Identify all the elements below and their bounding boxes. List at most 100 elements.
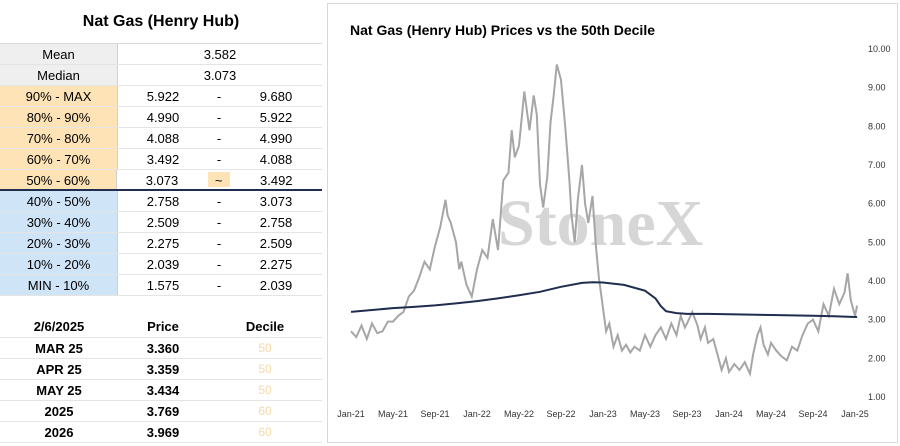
y-tick-label: 9.00 bbox=[868, 83, 886, 93]
contract-label: 2026 bbox=[44, 425, 74, 440]
y-tick-label: 8.00 bbox=[868, 121, 886, 131]
decile-low: 4.088 bbox=[146, 131, 180, 146]
decile-row: 20% - 30% 2.275 - 2.509 bbox=[0, 233, 322, 254]
decile-low: 3.492 bbox=[146, 152, 180, 167]
x-tick-label: Sep-23 bbox=[672, 409, 701, 419]
decile-high: 3.073 bbox=[259, 194, 293, 209]
chart-canvas: StoneX Jan-21 May-21 Sep-21 Jan-22 May-22 Sep… bbox=[337, 44, 890, 419]
median-label: Median bbox=[0, 65, 118, 85]
x-tick-label: Jan-21 bbox=[337, 409, 365, 419]
decile-low: 2.275 bbox=[146, 236, 180, 251]
decile-high: 2.039 bbox=[259, 278, 293, 293]
chart-title: Nat Gas (Henry Hub) Prices vs the 50th D… bbox=[350, 22, 655, 38]
x-tick-label: Jan-25 bbox=[841, 409, 869, 419]
decile-low: 5.922 bbox=[146, 89, 180, 104]
contract-decile: 50 bbox=[258, 341, 272, 355]
decile-separator: - bbox=[216, 236, 222, 251]
decile-separator: - bbox=[216, 131, 222, 146]
median-value: 3.073 bbox=[203, 68, 237, 83]
contract-decile: 60 bbox=[258, 425, 272, 439]
decile-series-line bbox=[350, 281, 858, 318]
decile-low: 2.509 bbox=[146, 215, 180, 230]
decile-label: 20% - 30% bbox=[0, 233, 118, 253]
y-tick-label: 6.00 bbox=[868, 199, 886, 209]
price-table-header: 2/6/2025 Price Decile bbox=[0, 316, 322, 338]
decile-row: 10% - 20% 2.039 - 2.275 bbox=[0, 254, 322, 275]
decile-separator: ~ bbox=[207, 172, 230, 188]
stats-title: Nat Gas (Henry Hub) bbox=[0, 0, 322, 44]
x-tick-label: Sep-22 bbox=[546, 409, 575, 419]
price-table: 2/6/2025 Price Decile MAR 25 3.360 50 APR 2… bbox=[0, 316, 322, 443]
x-tick-label: May-21 bbox=[378, 409, 408, 419]
contract-price: 3.434 bbox=[146, 383, 180, 398]
decile-row: MIN - 10% 1.575 - 2.039 bbox=[0, 275, 322, 296]
decile-row: 70% - 80% 4.088 - 4.990 bbox=[0, 128, 322, 149]
contract-label: MAY 25 bbox=[36, 383, 82, 398]
contract-decile: 50 bbox=[258, 383, 272, 397]
contract-price: 3.969 bbox=[146, 425, 180, 440]
contract-price: 3.769 bbox=[146, 404, 180, 419]
price-rows: MAR 25 3.360 50 APR 25 3.359 50 MAY 25 3.434 50 2… bbox=[0, 338, 322, 443]
median-row: Median 3.073 bbox=[0, 65, 322, 86]
decile-row: 50% - 60% 3.073 ~3.492 bbox=[0, 170, 322, 191]
x-tick-label: May-24 bbox=[756, 409, 786, 419]
decile-high: 2.758 bbox=[259, 215, 293, 230]
decile-label: MIN - 10% bbox=[0, 275, 118, 295]
price-series-line bbox=[350, 64, 859, 378]
decile-header: Decile bbox=[245, 319, 285, 334]
price-chart: StoneX Jan-21 May-21 Sep-21 Jan-22 May-22 Sep… bbox=[327, 3, 898, 443]
decile-label: 90% - MAX bbox=[0, 86, 118, 106]
price-header: Price bbox=[147, 319, 179, 334]
decile-label: 30% - 40% bbox=[0, 212, 118, 232]
price-row: 2026 3.969 60 bbox=[0, 422, 322, 443]
decile-high: 9.680 bbox=[259, 89, 293, 104]
x-tick-label: Jan-22 bbox=[463, 409, 491, 419]
contract-label: MAR 25 bbox=[35, 341, 83, 356]
decile-high: 4.990 bbox=[259, 131, 293, 146]
chart-watermark: StoneX bbox=[498, 187, 703, 260]
decile-separator: - bbox=[216, 110, 222, 125]
y-tick-label: 7.00 bbox=[868, 160, 886, 170]
decile-label: 80% - 90% bbox=[0, 107, 118, 127]
x-tick-label: Sep-21 bbox=[420, 409, 449, 419]
decile-rows: 90% - MAX 5.922 - 9.680 80% - 90% 4.990 - 5.922… bbox=[0, 86, 322, 296]
decile-row: 60% - 70% 3.492 - 4.088 bbox=[0, 149, 322, 170]
decile-high: 3.492 bbox=[260, 173, 293, 188]
price-row: 2025 3.769 60 bbox=[0, 401, 322, 422]
x-tick-label: Jan-24 bbox=[715, 409, 743, 419]
mean-row: Mean 3.582 bbox=[0, 44, 322, 65]
decile-row: 90% - MAX 5.922 - 9.680 bbox=[0, 86, 322, 107]
y-tick-label: 1.00 bbox=[868, 392, 886, 402]
decile-separator: - bbox=[216, 278, 222, 293]
decile-row: 80% - 90% 4.990 - 5.922 bbox=[0, 107, 322, 128]
mean-label: Mean bbox=[0, 44, 118, 64]
y-tick-label: 2.00 bbox=[868, 353, 886, 363]
x-tick-label: Sep-24 bbox=[798, 409, 827, 419]
decile-label: 70% - 80% bbox=[0, 128, 118, 148]
decile-high: 4.088 bbox=[259, 152, 293, 167]
decile-label: 60% - 70% bbox=[0, 149, 118, 169]
contract-decile: 60 bbox=[258, 404, 272, 418]
y-tick-label: 4.00 bbox=[868, 276, 886, 286]
decile-low: 2.039 bbox=[146, 257, 180, 272]
decile-separator: - bbox=[216, 215, 222, 230]
decile-label: 50% - 60% bbox=[0, 170, 118, 189]
decile-low: 3.073 bbox=[145, 173, 179, 188]
price-row: MAY 25 3.434 50 bbox=[0, 380, 322, 401]
decile-row: 40% - 50% 2.758 - 3.073 bbox=[0, 191, 322, 212]
contract-price: 3.359 bbox=[146, 362, 180, 377]
decile-low: 1.575 bbox=[146, 278, 180, 293]
decile-low: 2.758 bbox=[146, 194, 180, 209]
price-row: APR 25 3.359 50 bbox=[0, 359, 322, 380]
x-tick-label: May-23 bbox=[630, 409, 660, 419]
contract-label: APR 25 bbox=[36, 362, 82, 377]
decile-label: 10% - 20% bbox=[0, 254, 118, 274]
decile-row: 30% - 40% 2.509 - 2.758 bbox=[0, 212, 322, 233]
mean-value: 3.582 bbox=[203, 47, 237, 62]
y-tick-label: 5.00 bbox=[868, 237, 886, 247]
decile-high: 2.275 bbox=[259, 257, 293, 272]
decile-separator: - bbox=[216, 89, 222, 104]
decile-separator: - bbox=[216, 152, 222, 167]
decile-high: 2.509 bbox=[259, 236, 293, 251]
price-row: MAR 25 3.360 50 bbox=[0, 338, 322, 359]
